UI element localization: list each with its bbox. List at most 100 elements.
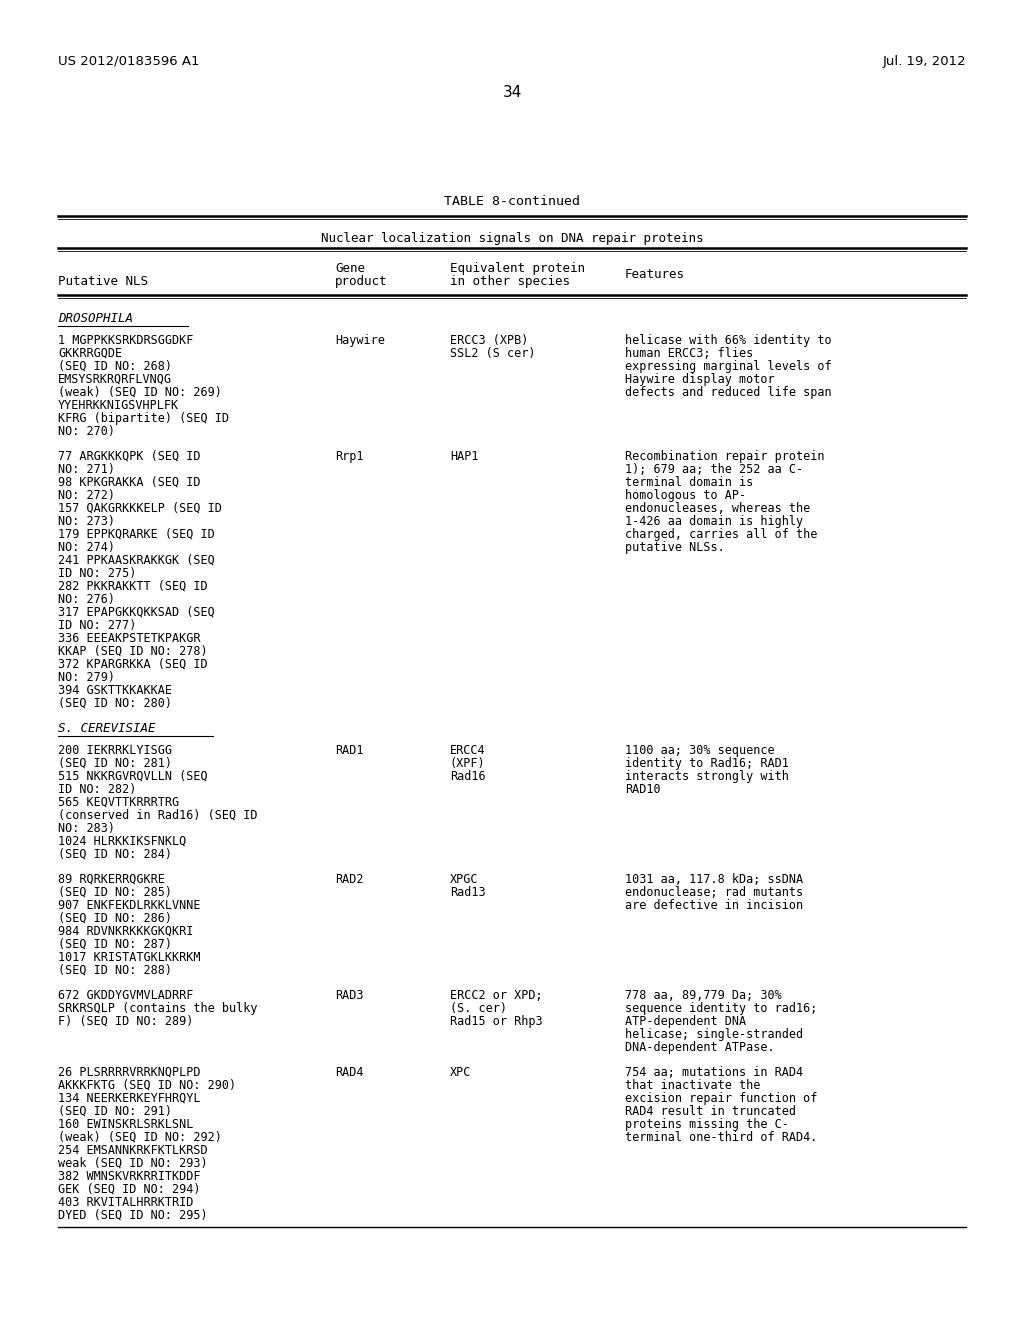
Text: 382 WMNSKVRKRRITKDDF: 382 WMNSKVRKRRITKDDF — [58, 1170, 201, 1183]
Text: NO: 271): NO: 271) — [58, 463, 115, 477]
Text: Gene: Gene — [335, 261, 365, 275]
Text: 672 GKDDYGVMVLADRRF: 672 GKDDYGVMVLADRRF — [58, 989, 194, 1002]
Text: ERCC2 or XPD;: ERCC2 or XPD; — [450, 989, 543, 1002]
Text: that inactivate the: that inactivate the — [625, 1078, 761, 1092]
Text: 1024 HLRKKIKSFNKLQ: 1024 HLRKKIKSFNKLQ — [58, 836, 186, 847]
Text: 200 IEKRRKLYISGG: 200 IEKRRKLYISGG — [58, 744, 172, 756]
Text: KKAP (SEQ ID NO: 278): KKAP (SEQ ID NO: 278) — [58, 645, 208, 657]
Text: sequence identity to rad16;: sequence identity to rad16; — [625, 1002, 817, 1015]
Text: RAD1: RAD1 — [335, 744, 364, 756]
Text: defects and reduced life span: defects and reduced life span — [625, 385, 831, 399]
Text: (SEQ ID NO: 280): (SEQ ID NO: 280) — [58, 697, 172, 710]
Text: 254 EMSANNKRKFKTLKRSD: 254 EMSANNKRKFKTLKRSD — [58, 1144, 208, 1158]
Text: (conserved in Rad16) (SEQ ID: (conserved in Rad16) (SEQ ID — [58, 809, 257, 822]
Text: XPGC: XPGC — [450, 873, 478, 886]
Text: putative NLSs.: putative NLSs. — [625, 541, 725, 554]
Text: Rad13: Rad13 — [450, 886, 485, 899]
Text: Jul. 19, 2012: Jul. 19, 2012 — [883, 55, 966, 69]
Text: Recombination repair protein: Recombination repair protein — [625, 450, 824, 463]
Text: YYEHRKKNIGSVHPLFK: YYEHRKKNIGSVHPLFK — [58, 399, 179, 412]
Text: HAP1: HAP1 — [450, 450, 478, 463]
Text: Rad16: Rad16 — [450, 770, 485, 783]
Text: are defective in incision: are defective in incision — [625, 899, 803, 912]
Text: ID NO: 275): ID NO: 275) — [58, 568, 136, 579]
Text: (weak) (SEQ ID NO: 269): (weak) (SEQ ID NO: 269) — [58, 385, 222, 399]
Text: (SEQ ID NO: 285): (SEQ ID NO: 285) — [58, 886, 172, 899]
Text: GEK (SEQ ID NO: 294): GEK (SEQ ID NO: 294) — [58, 1183, 201, 1196]
Text: 984 RDVNKRKKKGKQKRI: 984 RDVNKRKKKGKQKRI — [58, 925, 194, 939]
Text: expressing marginal levels of: expressing marginal levels of — [625, 360, 831, 374]
Text: ERCC4: ERCC4 — [450, 744, 485, 756]
Text: (SEQ ID NO: 284): (SEQ ID NO: 284) — [58, 847, 172, 861]
Text: 515 NKKRGVRQVLLN (SEQ: 515 NKKRGVRQVLLN (SEQ — [58, 770, 208, 783]
Text: terminal domain is: terminal domain is — [625, 477, 754, 488]
Text: ID NO: 282): ID NO: 282) — [58, 783, 136, 796]
Text: RAD4: RAD4 — [335, 1067, 364, 1078]
Text: 241 PPKAASKRAKKGK (SEQ: 241 PPKAASKRAKKGK (SEQ — [58, 554, 215, 568]
Text: SRKRSQLP (contains the bulky: SRKRSQLP (contains the bulky — [58, 1002, 257, 1015]
Text: 565 KEQVTTKRRRTRG: 565 KEQVTTKRRRTRG — [58, 796, 179, 809]
Text: (S. cer): (S. cer) — [450, 1002, 507, 1015]
Text: RAD10: RAD10 — [625, 783, 660, 796]
Text: 134 NEERKERKEYFHRQYL: 134 NEERKERKEYFHRQYL — [58, 1092, 201, 1105]
Text: helicase with 66% identity to: helicase with 66% identity to — [625, 334, 831, 347]
Text: (SEQ ID NO: 281): (SEQ ID NO: 281) — [58, 756, 172, 770]
Text: Haywire: Haywire — [335, 334, 385, 347]
Text: (SEQ ID NO: 291): (SEQ ID NO: 291) — [58, 1105, 172, 1118]
Text: Equivalent protein: Equivalent protein — [450, 261, 585, 275]
Text: in other species: in other species — [450, 275, 570, 288]
Text: TABLE 8-continued: TABLE 8-continued — [444, 195, 580, 209]
Text: 89 RQRKERRQGKRE: 89 RQRKERRQGKRE — [58, 873, 165, 886]
Text: Features: Features — [625, 268, 685, 281]
Text: NO: 270): NO: 270) — [58, 425, 115, 438]
Text: identity to Rad16; RAD1: identity to Rad16; RAD1 — [625, 756, 788, 770]
Text: (XPF): (XPF) — [450, 756, 485, 770]
Text: 336 EEEAKPSTETKPAKGR: 336 EEEAKPSTETKPAKGR — [58, 632, 201, 645]
Text: RAD4 result in truncated: RAD4 result in truncated — [625, 1105, 796, 1118]
Text: 372 KPARGRKKA (SEQ ID: 372 KPARGRKKA (SEQ ID — [58, 657, 208, 671]
Text: Rad15 or Rhp3: Rad15 or Rhp3 — [450, 1015, 543, 1028]
Text: GKKRRGQDE: GKKRRGQDE — [58, 347, 122, 360]
Text: NO: 274): NO: 274) — [58, 541, 115, 554]
Text: 1100 aa; 30% sequence: 1100 aa; 30% sequence — [625, 744, 774, 756]
Text: (SEQ ID NO: 268): (SEQ ID NO: 268) — [58, 360, 172, 374]
Text: product: product — [335, 275, 387, 288]
Text: 179 EPPKQRARKE (SEQ ID: 179 EPPKQRARKE (SEQ ID — [58, 528, 215, 541]
Text: 394 GSKTTKKAKKAE: 394 GSKTTKKAKKAE — [58, 684, 172, 697]
Text: (SEQ ID NO: 286): (SEQ ID NO: 286) — [58, 912, 172, 925]
Text: NO: 273): NO: 273) — [58, 515, 115, 528]
Text: excision repair function of: excision repair function of — [625, 1092, 817, 1105]
Text: Nuclear localization signals on DNA repair proteins: Nuclear localization signals on DNA repa… — [321, 232, 703, 246]
Text: helicase; single-stranded: helicase; single-stranded — [625, 1028, 803, 1041]
Text: 98 KPKGRAKKA (SEQ ID: 98 KPKGRAKKA (SEQ ID — [58, 477, 201, 488]
Text: charged, carries all of the: charged, carries all of the — [625, 528, 817, 541]
Text: 157 QAKGRKKKELP (SEQ ID: 157 QAKGRKKKELP (SEQ ID — [58, 502, 222, 515]
Text: NO: 272): NO: 272) — [58, 488, 115, 502]
Text: (SEQ ID NO: 287): (SEQ ID NO: 287) — [58, 939, 172, 950]
Text: US 2012/0183596 A1: US 2012/0183596 A1 — [58, 55, 200, 69]
Text: EMSYSRKRQRFLVNQG: EMSYSRKRQRFLVNQG — [58, 374, 172, 385]
Text: DYED (SEQ ID NO: 295): DYED (SEQ ID NO: 295) — [58, 1209, 208, 1222]
Text: ID NO: 277): ID NO: 277) — [58, 619, 136, 632]
Text: RAD2: RAD2 — [335, 873, 364, 886]
Text: 1031 aa, 117.8 kDa; ssDNA: 1031 aa, 117.8 kDa; ssDNA — [625, 873, 803, 886]
Text: RAD3: RAD3 — [335, 989, 364, 1002]
Text: 26 PLSRRRRVRRKNQPLPD: 26 PLSRRRRVRRKNQPLPD — [58, 1067, 201, 1078]
Text: ERCC3 (XPB): ERCC3 (XPB) — [450, 334, 528, 347]
Text: (weak) (SEQ ID NO: 292): (weak) (SEQ ID NO: 292) — [58, 1131, 222, 1144]
Text: NO: 276): NO: 276) — [58, 593, 115, 606]
Text: 907 ENKFEKDLRKKLVNNE: 907 ENKFEKDLRKKLVNNE — [58, 899, 201, 912]
Text: weak (SEQ ID NO: 293): weak (SEQ ID NO: 293) — [58, 1158, 208, 1170]
Text: AKKKFKTG (SEQ ID NO: 290): AKKKFKTG (SEQ ID NO: 290) — [58, 1078, 237, 1092]
Text: (SEQ ID NO: 288): (SEQ ID NO: 288) — [58, 964, 172, 977]
Text: DNA-dependent ATPase.: DNA-dependent ATPase. — [625, 1041, 774, 1053]
Text: 1); 679 aa; the 252 aa C-: 1); 679 aa; the 252 aa C- — [625, 463, 803, 477]
Text: DROSOPHILA: DROSOPHILA — [58, 312, 133, 325]
Text: 1017 KRISTATGKLKKRKM: 1017 KRISTATGKLKKRKM — [58, 950, 201, 964]
Text: homologous to AP-: homologous to AP- — [625, 488, 746, 502]
Text: S. CEREVISIAE: S. CEREVISIAE — [58, 722, 156, 735]
Text: KFRG (bipartite) (SEQ ID: KFRG (bipartite) (SEQ ID — [58, 412, 229, 425]
Text: Putative NLS: Putative NLS — [58, 275, 148, 288]
Text: proteins missing the C-: proteins missing the C- — [625, 1118, 788, 1131]
Text: 34: 34 — [503, 84, 521, 100]
